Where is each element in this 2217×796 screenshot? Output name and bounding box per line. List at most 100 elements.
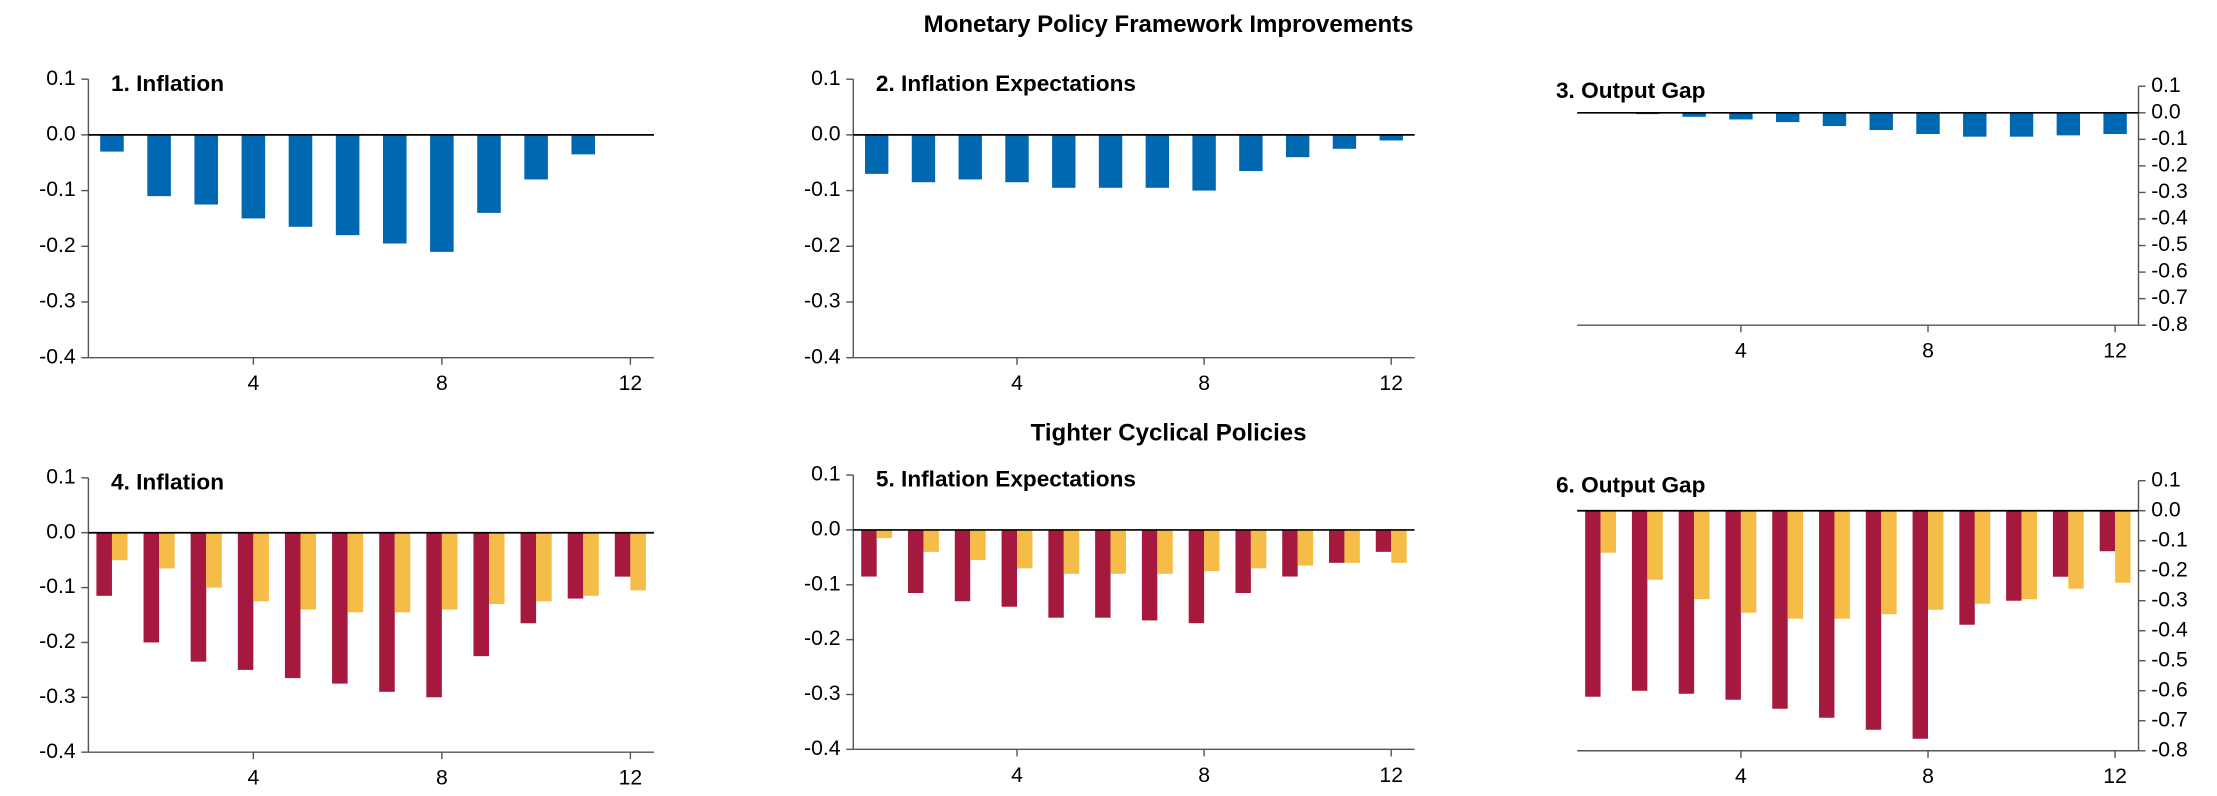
bar (1819, 510, 1835, 718)
y-tick-label: -0.1 (2151, 528, 2188, 551)
panel-title: 6. Output Gap (1556, 472, 1705, 497)
y-tick-label: 0.1 (811, 67, 840, 90)
y-tick-label: -0.2 (2151, 558, 2188, 581)
bar (1098, 134, 1123, 188)
panel-title: 5. Inflation Expectations (876, 467, 1136, 492)
y-tick-label: 0.0 (2151, 498, 2180, 521)
y-tick-label: -0.5 (2151, 648, 2188, 671)
x-tick-label: 12 (2103, 340, 2127, 363)
x-tick-label: 4 (1735, 340, 1747, 363)
x-tick-label: 8 (436, 767, 448, 790)
y-tick-label: -0.6 (2151, 678, 2188, 701)
y-tick-label: 0.0 (46, 520, 75, 543)
bar (876, 529, 893, 539)
bar (1297, 529, 1314, 566)
x-tick-label: 8 (1922, 340, 1934, 363)
bar (1332, 134, 1357, 149)
bar (861, 529, 877, 577)
x-tick-label: 4 (1011, 372, 1023, 395)
bar (241, 134, 266, 219)
bar (1682, 112, 1706, 117)
bar (194, 134, 219, 205)
x-tick-label: 4 (1011, 764, 1023, 787)
bar (2056, 112, 2081, 136)
x-tick-label: 8 (1922, 765, 1934, 788)
bar (2052, 510, 2069, 577)
y-tick-label: 0.1 (2151, 468, 2180, 491)
bar (288, 134, 313, 227)
bar (1974, 510, 1991, 604)
bar (1192, 134, 1216, 191)
y-tick-label: -0.4 (2151, 207, 2188, 230)
y-tick-label: -0.3 (39, 685, 76, 708)
bar (1912, 510, 1929, 739)
bar (147, 134, 171, 197)
bar (441, 532, 458, 610)
bar (488, 532, 505, 605)
bar (958, 134, 982, 180)
bar (520, 532, 537, 624)
bar (394, 532, 411, 613)
y-tick-label: -0.1 (39, 575, 76, 598)
bar (253, 532, 269, 602)
bar (1052, 134, 1076, 188)
y-tick-label: -0.3 (2151, 588, 2188, 611)
section-heading: Tighter Cyclical Policies (1031, 419, 1307, 446)
bar (2103, 112, 2127, 135)
bar (1585, 510, 1601, 697)
bar (1063, 529, 1080, 574)
bar (284, 532, 301, 679)
y-tick-label: -0.6 (2151, 260, 2188, 283)
bar (954, 529, 971, 602)
bar (1959, 510, 1975, 625)
y-tick-label: -0.1 (804, 178, 841, 201)
y-tick-label: -0.4 (39, 740, 76, 763)
bar (1834, 510, 1850, 619)
bar (1694, 510, 1710, 600)
bar (2021, 510, 2037, 600)
bar (1329, 529, 1345, 563)
bar (159, 532, 175, 569)
y-tick-label: -0.4 (804, 345, 841, 368)
y-tick-label: -0.7 (2151, 708, 2188, 731)
y-tick-label: -0.2 (39, 234, 76, 257)
bar (1017, 529, 1033, 569)
bar (1379, 134, 1403, 141)
y-tick-label: -0.3 (804, 682, 841, 705)
x-tick-label: 12 (2103, 765, 2127, 788)
y-tick-label: -0.2 (804, 234, 841, 257)
panel-title: 2. Inflation Expectations (876, 71, 1136, 96)
bar (536, 532, 552, 602)
y-tick-label: 0.0 (2151, 100, 2180, 123)
bar (206, 532, 222, 588)
bar (1005, 134, 1029, 183)
bar (1916, 112, 1940, 135)
y-tick-label: -0.2 (2151, 153, 2188, 176)
bar (1344, 529, 1360, 563)
bar (1145, 134, 1170, 188)
bar (1740, 510, 1757, 613)
bar (382, 134, 407, 244)
bar (864, 134, 889, 174)
bar (1285, 134, 1310, 158)
bar (1881, 510, 1897, 615)
bar (477, 134, 501, 213)
bar (908, 529, 924, 593)
x-tick-label: 4 (1735, 765, 1747, 788)
x-tick-label: 8 (436, 372, 448, 395)
bar (1678, 510, 1695, 694)
y-tick-label: -0.3 (2151, 180, 2188, 203)
bar (2068, 510, 2084, 589)
bar (970, 529, 986, 561)
bar (332, 532, 348, 684)
bar (1235, 529, 1251, 593)
bar (923, 529, 939, 552)
bar (614, 532, 631, 577)
y-tick-label: -0.2 (39, 630, 76, 653)
y-tick-label: -0.5 (2151, 233, 2188, 256)
bar (473, 532, 489, 657)
bar (1869, 112, 1893, 131)
y-tick-label: 0.1 (46, 465, 75, 488)
x-tick-label: 4 (247, 372, 259, 395)
